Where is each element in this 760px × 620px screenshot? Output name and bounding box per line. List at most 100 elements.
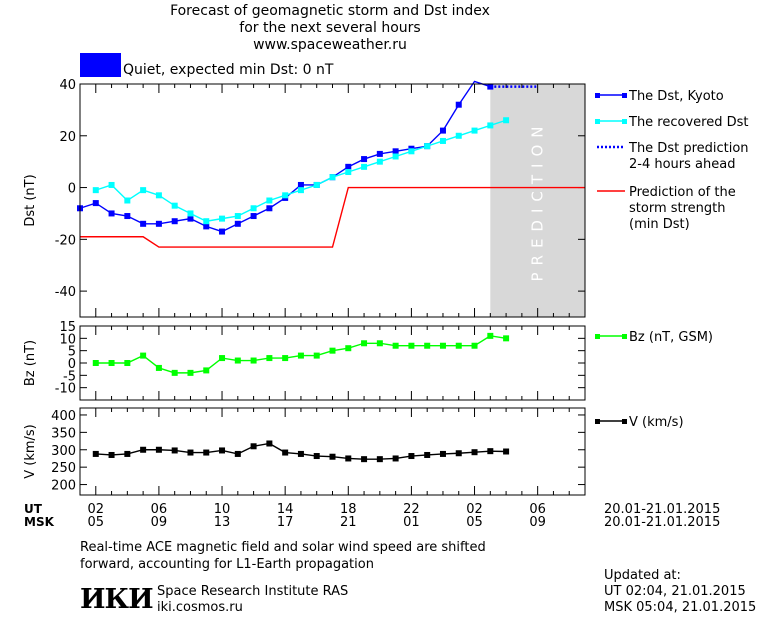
msk-axis-label: MSK: [24, 515, 54, 529]
y-tick-label: 10: [59, 332, 76, 347]
legend-label: Bz (nT, GSM): [629, 330, 713, 345]
data-point: [234, 213, 241, 220]
legend-label: storm strength: [629, 201, 726, 216]
ut-tick-label: 02: [88, 502, 105, 517]
legend-label: V (km/s): [629, 415, 684, 430]
msk-date-range: 20.01-21.01.2015: [604, 515, 721, 530]
data-point: [345, 455, 352, 462]
chart-title-line2: for the next several hours: [239, 20, 421, 36]
msk-tick-label: 05: [88, 515, 105, 530]
data-point: [140, 352, 147, 359]
y-tick-label: -10: [55, 382, 76, 397]
ut-tick-label: 22: [403, 502, 420, 517]
msk-tick-label: 13: [214, 515, 231, 530]
data-point: [408, 342, 415, 349]
data-point: [203, 367, 210, 374]
data-point: [155, 364, 162, 371]
plot-frame: [79, 407, 586, 496]
data-point: [140, 187, 147, 194]
data-point: [297, 187, 304, 194]
data-point: [439, 127, 446, 134]
data-point: [92, 187, 99, 194]
y-tick-label: 350: [51, 426, 76, 441]
data-point: [345, 169, 352, 176]
data-point: [392, 148, 399, 155]
data-point: [471, 127, 478, 134]
y-axis-title: Bz (nT): [23, 340, 38, 386]
data-point: [140, 446, 147, 453]
data-point: [266, 355, 273, 362]
ut-tick-label: 10: [214, 502, 231, 517]
data-point: [361, 456, 368, 463]
updated-ut: UT 02:04, 21.01.2015: [604, 584, 746, 599]
data-point: [266, 197, 273, 204]
legend-marker: [595, 119, 600, 124]
data-point: [297, 181, 304, 188]
institute-website: iki.cosmos.ru: [157, 600, 243, 615]
data-point: [408, 453, 415, 460]
data-point: [171, 369, 178, 376]
y-axis-title: V (km/s): [23, 424, 38, 479]
legend-label: The Dst, Kyoto: [628, 89, 724, 104]
data-point: [439, 137, 446, 144]
data-point: [203, 449, 210, 456]
legend-marker: [595, 419, 600, 424]
data-point: [361, 340, 368, 347]
data-point: [329, 347, 336, 354]
plot-frame: [79, 325, 586, 401]
data-point: [266, 205, 273, 212]
msk-tick-label: 01: [403, 515, 420, 530]
data-point: [487, 332, 494, 339]
plot-frame: [79, 83, 586, 318]
data-point: [171, 218, 178, 225]
ut-tick-label: 06: [529, 502, 546, 517]
data-point: [124, 360, 131, 366]
ut-tick-label: 14: [277, 502, 294, 517]
legend-label: Prediction of the: [629, 185, 736, 200]
data-point: [171, 447, 178, 454]
data-point: [297, 352, 304, 359]
data-point: [234, 450, 241, 457]
msk-tick-label: 17: [277, 515, 294, 530]
data-point: [439, 342, 446, 349]
data-point: [424, 342, 431, 349]
data-point: [376, 158, 383, 165]
data-point: [455, 132, 462, 139]
data-point: [455, 101, 462, 108]
data-point: [108, 360, 115, 366]
data-point: [282, 355, 289, 362]
legend-marker: [622, 93, 627, 98]
y-tick-label: 5: [68, 345, 76, 360]
data-point: [297, 450, 304, 457]
y-tick-label: 0: [68, 357, 76, 372]
data-point: [250, 443, 257, 450]
msk-tick-label: 05: [466, 515, 483, 530]
data-point: [392, 342, 399, 349]
data-point: [108, 181, 115, 188]
series-line: [95, 119, 507, 222]
y-tick-label: 40: [59, 78, 76, 93]
data-point: [92, 360, 99, 366]
ut-date-range: 20.01-21.01.2015: [604, 502, 721, 517]
ut-tick-label: 18: [340, 502, 357, 517]
data-point: [124, 450, 131, 457]
chart-title-line1: Forecast of geomagnetic storm and Dst in…: [170, 3, 490, 19]
y-tick-label: -20: [55, 233, 76, 248]
data-point: [313, 352, 320, 359]
data-point: [392, 455, 399, 462]
data-point: [361, 163, 368, 170]
status-text: Quiet, expected min Dst: 0 nT: [123, 62, 334, 78]
chart-title-website: www.spaceweather.ru: [253, 37, 407, 53]
y-tick-label: 20: [59, 130, 76, 145]
updated-label: Updated at:: [604, 568, 681, 583]
data-point: [155, 446, 162, 453]
data-point: [219, 228, 226, 235]
data-point: [392, 153, 399, 160]
data-point: [329, 174, 336, 181]
data-point: [124, 197, 131, 204]
data-point: [455, 342, 462, 349]
data-point: [471, 342, 478, 349]
y-tick-label: 250: [51, 461, 76, 476]
prediction-band-label: PREDICTION: [529, 119, 547, 281]
